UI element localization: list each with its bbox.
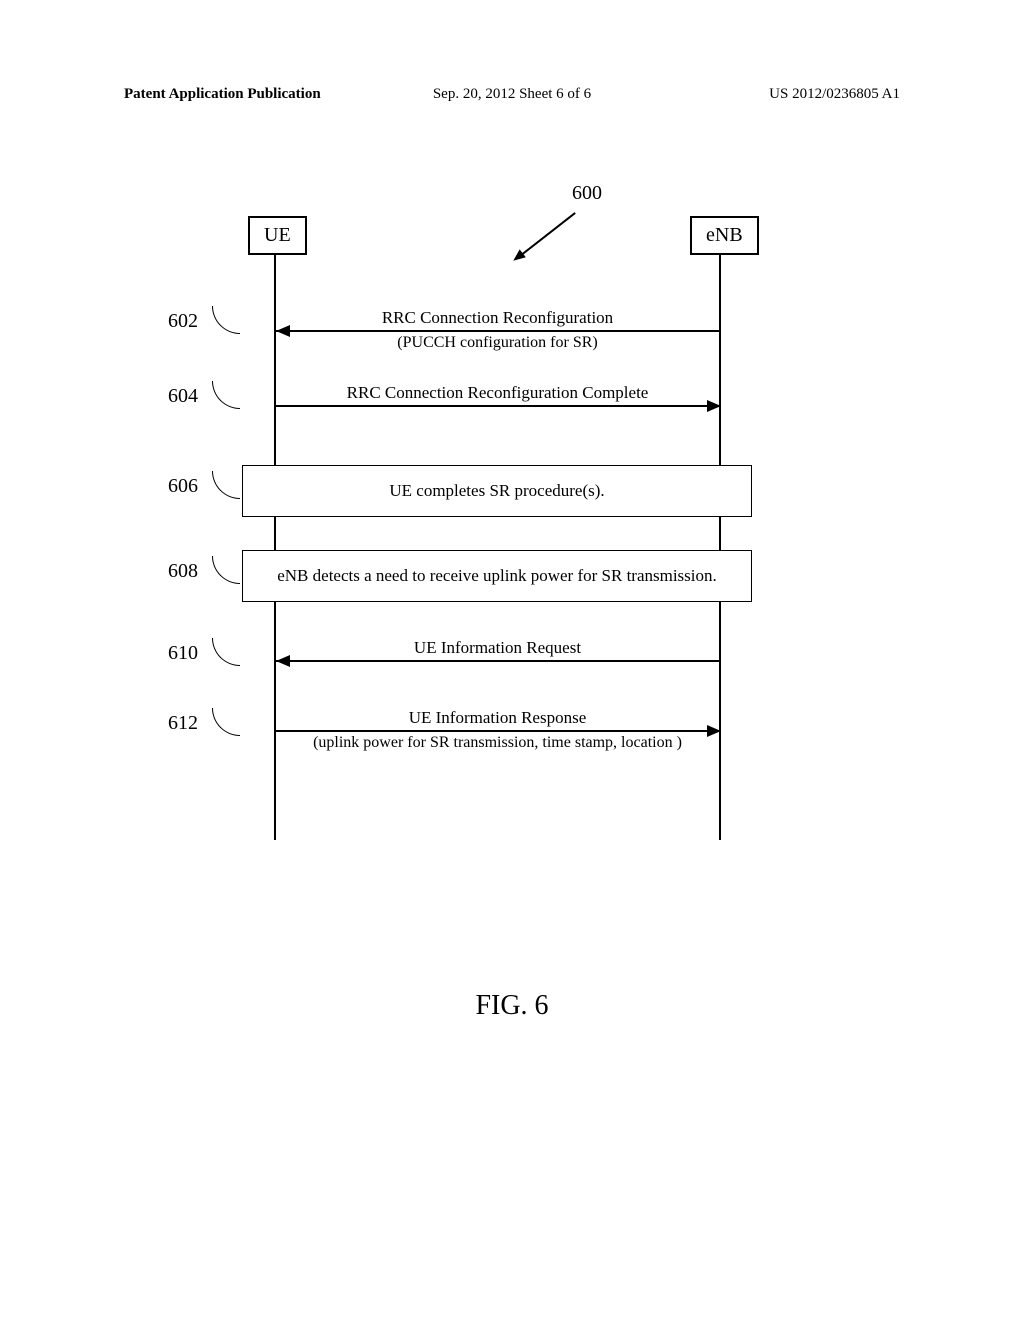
entity-enb-label: eNB [706,224,743,246]
ref-604: 604 [168,385,198,408]
header-center: Sep. 20, 2012 Sheet 6 of 6 [433,86,591,103]
figure-caption: FIG. 6 [475,990,548,1022]
msg-610-label: UE Information Request [275,638,720,658]
leader-606 [212,471,240,499]
diagram-ref-600: 600 [572,182,602,205]
ref-612: 612 [168,712,198,735]
leader-602 [212,306,240,334]
leader-604 [212,381,240,409]
msg-612-line [276,730,721,732]
leader-608 [212,556,240,584]
ref-600-leader [519,212,575,257]
ref-606: 606 [168,475,198,498]
page-header: Patent Application Publication Sep. 20, … [0,86,1024,103]
msg-610-line [276,660,721,662]
msg-604-arrow [707,400,721,412]
ref-610: 610 [168,642,198,665]
msg-604-label: RRC Connection Reconfiguration Complete [275,383,720,403]
leader-612 [212,708,240,736]
process-606-label: UE completes SR procedure(s). [389,481,604,501]
msg-602-label: RRC Connection Reconfiguration [275,308,720,328]
entity-enb: eNB [690,216,759,255]
leader-610 [212,638,240,666]
msg-602-line [276,330,721,332]
msg-604-line [276,405,721,407]
header-left: Patent Application Publication [124,86,321,103]
msg-610-arrow [276,655,290,667]
entity-ue-label: UE [264,224,291,246]
msg-612-label: UE Information Response [275,708,720,728]
process-608: eNB detects a need to receive uplink pow… [242,550,752,602]
msg-612-sublabel: (uplink power for SR transmission, time … [275,734,720,752]
sequence-diagram: 600 UE eNB RRC Connection Reconfiguratio… [160,210,880,910]
ref-602: 602 [168,310,198,333]
process-606: UE completes SR procedure(s). [242,465,752,517]
entity-ue: UE [248,216,307,255]
header-right: US 2012/0236805 A1 [769,86,900,103]
ref-608: 608 [168,560,198,583]
process-608-label: eNB detects a need to receive uplink pow… [277,566,717,586]
msg-602-sublabel: (PUCCH configuration for SR) [275,334,720,352]
